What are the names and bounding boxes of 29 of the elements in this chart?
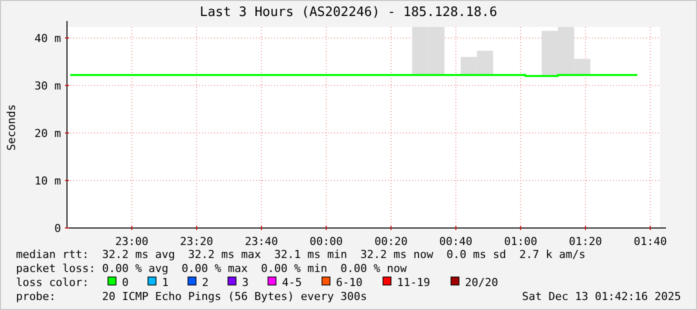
legend-label: 2	[202, 276, 209, 289]
x-tick-label: 23:40	[244, 235, 278, 248]
legend-label: 0	[122, 276, 129, 289]
y-tick-label: 20 m	[34, 126, 62, 140]
legend-label: 6-10	[336, 276, 362, 289]
x-tick-label: 00:00	[310, 235, 343, 248]
x-tick-label: 01:40	[634, 235, 667, 248]
y-tick-label: 30 m	[34, 79, 62, 92]
legend-label: 1	[162, 276, 169, 289]
y-tick-label: 40 m	[34, 32, 62, 45]
chart-title: Last 3 Hours (AS202246) - 185.128.18.6	[200, 5, 498, 20]
legend-label: 20/20	[465, 276, 498, 289]
x-tick-label: 23:20	[180, 235, 214, 248]
text: probe: 20 ICMP Echo Pings (56 Bytes) every 300s	[16, 290, 367, 303]
legend-label: 11-19	[397, 276, 430, 289]
x-tick-label: 00:40	[439, 235, 472, 248]
legend-label: 4-5	[282, 276, 302, 289]
text: packet loss: 0.00 % avg 0.00 % max 0.00 % min 0.00 % now	[16, 262, 408, 275]
y-tick-label: 10 m	[34, 174, 62, 188]
legend-label: 3	[242, 276, 249, 289]
x-tick-label: 01:00	[504, 235, 538, 248]
legend-title: loss color:	[16, 276, 89, 289]
y-tick-label: 0	[54, 222, 61, 235]
x-tick-label: 01:20	[568, 235, 602, 248]
x-tick-label: 00:20	[374, 235, 408, 248]
text: median rtt: 32.2 ms avg 32.2 ms max 32.1 ms min 32.2 ms now 0.0 ms sd 2.7 k am/s	[16, 248, 586, 261]
x-tick-label: 23:00	[115, 235, 148, 248]
text: Sat Dec 13 01:42:16 2025	[522, 290, 681, 303]
y-axis-title: Seconds	[5, 104, 18, 151]
